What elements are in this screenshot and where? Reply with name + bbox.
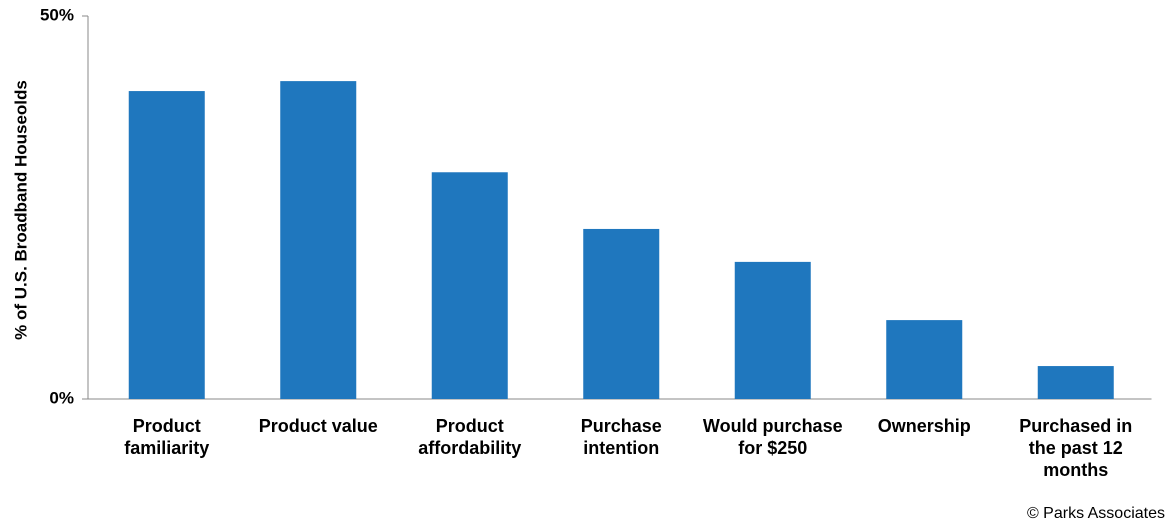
x-tick-label: Purchase intention	[580, 416, 662, 458]
source-credit: © Parks Associates	[1026, 505, 1165, 522]
bar	[280, 81, 357, 400]
x-tick-label: Purchased in the past 12 months	[1019, 416, 1133, 480]
x-tick-label: Product value	[258, 416, 378, 436]
bar	[128, 91, 205, 400]
y-tick-label: 50%	[40, 5, 74, 24]
bar	[734, 261, 811, 399]
x-tick-label: Product affordability	[418, 416, 522, 458]
bar	[886, 320, 963, 399]
bar	[1037, 366, 1114, 399]
x-tick-label: Ownership	[877, 416, 971, 436]
y-tick-label: 0%	[49, 388, 74, 407]
x-tick-label: Product familiarity	[124, 416, 210, 458]
bar	[583, 228, 660, 399]
x-tick-label: Would purchase for $250	[702, 416, 843, 458]
bar	[431, 172, 508, 399]
y-axis-label: % of U.S. Broadband Houseolds	[11, 80, 30, 340]
